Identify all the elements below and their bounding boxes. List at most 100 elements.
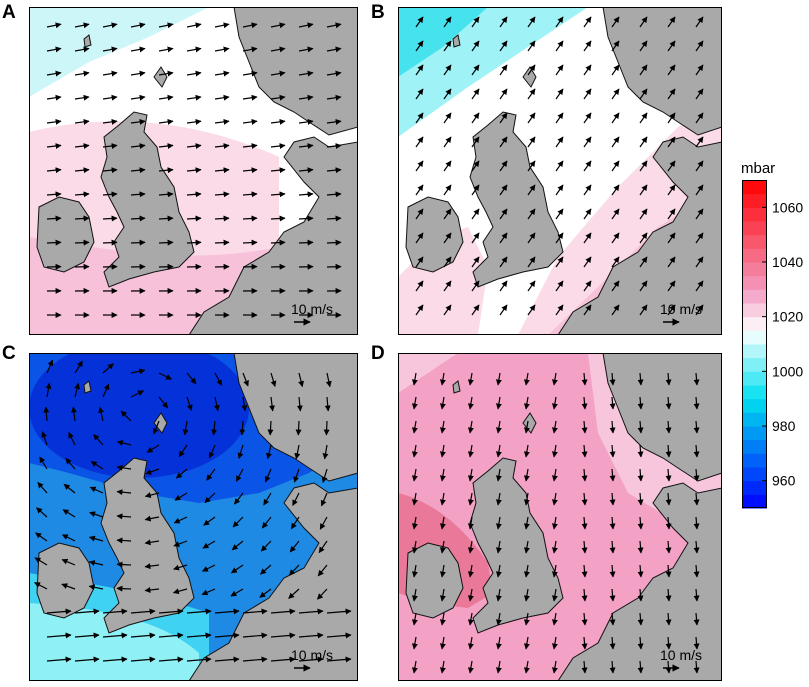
wind-arrow: [214, 191, 230, 198]
wind-arrow: [667, 256, 676, 268]
wind-arrow: [611, 280, 620, 292]
colorbar-tick-label: 980: [772, 418, 796, 434]
colorbar-strip: [742, 467, 767, 482]
wind-arrow: [443, 112, 452, 124]
wind-arrow: [555, 16, 564, 28]
wind-arrow: [695, 112, 704, 124]
wind-arrow: [443, 16, 452, 28]
wind-arrow: [667, 64, 676, 76]
wind-arrow: [214, 118, 230, 125]
wind-arrow: [102, 656, 128, 663]
wind-arrow: [293, 468, 300, 483]
wind-arrow: [495, 396, 502, 410]
wind-arrow: [499, 40, 508, 52]
wind-arrow: [639, 136, 648, 148]
map-frame: [398, 353, 722, 681]
wind-arrow: [693, 564, 700, 578]
wind-arrow: [411, 660, 418, 674]
wind-arrow: [551, 636, 558, 650]
scale-label: 10 m/s: [291, 647, 333, 663]
colorbar-strip: [742, 439, 767, 454]
wind-arrow: [324, 396, 331, 412]
wind-arrow: [551, 588, 558, 602]
wind-arrow: [471, 208, 480, 220]
wind-arrow: [174, 492, 188, 501]
land-mass: [405, 7, 722, 335]
wind-arrow: [102, 46, 118, 53]
wind-arrow: [439, 564, 446, 578]
wind-arrow: [551, 564, 558, 578]
wind-arrow: [639, 232, 648, 244]
map-frame: [398, 7, 722, 335]
wind-arrow: [175, 468, 188, 479]
wind-arrow: [495, 444, 502, 458]
wind-arrow: [214, 22, 230, 29]
wind-arrow: [555, 304, 564, 316]
wind-arrow: [186, 118, 202, 125]
wind-arrow: [695, 88, 704, 100]
wind-arrow: [611, 208, 620, 220]
wind-arrow: [665, 588, 672, 602]
wind-arrow: [639, 304, 648, 316]
colorbar-strip: [742, 193, 767, 208]
wind-arrow: [130, 118, 146, 125]
wind-arrow: [667, 184, 676, 196]
wind-arrow: [695, 64, 704, 76]
wind-arrow: [499, 208, 508, 220]
wind-arrow: [639, 112, 648, 124]
wind-arrow: [270, 191, 286, 198]
wind-arrow: [667, 40, 676, 52]
wind-arrow: [693, 372, 700, 386]
wind-arrow: [144, 515, 160, 522]
wind-arrow: [322, 444, 329, 460]
wind-arrow: [43, 406, 50, 422]
colorbar-strip: [742, 398, 767, 413]
wind-arrow: [242, 143, 258, 149]
wind-arrow: [443, 232, 452, 244]
wind-arrow: [326, 215, 342, 222]
wind-arrow: [46, 118, 62, 125]
map-panel-b: 10 m/s: [398, 7, 722, 335]
wind-arrow: [411, 564, 418, 578]
wind-arrow: [665, 612, 672, 626]
wind-arrow: [270, 167, 286, 174]
wind-arrow: [439, 516, 446, 530]
wind-arrow: [639, 88, 648, 100]
wind-arrow: [231, 540, 244, 551]
wind-arrow: [665, 444, 672, 458]
wind-arrow: [443, 40, 452, 52]
wind-arrow: [130, 608, 156, 615]
wind-arrow: [665, 636, 672, 650]
wind-arrow: [467, 660, 474, 674]
wind-arrow: [320, 492, 328, 507]
wind-arrow: [102, 363, 114, 374]
wind-arrow: [186, 632, 212, 639]
wind-arrow: [237, 444, 244, 459]
wind-arrow: [415, 160, 424, 172]
wind-arrow: [264, 468, 272, 483]
colorbar-strip: [742, 262, 767, 277]
wind-arrow: [471, 40, 480, 52]
panel-letter-a: A: [2, 2, 16, 23]
wind-arrow: [527, 160, 536, 172]
wind-arrow: [439, 372, 446, 386]
wind-arrow: [527, 256, 536, 268]
wind-arrow: [471, 88, 480, 100]
wind-arrow: [172, 588, 188, 595]
wind-arrow: [203, 516, 216, 526]
wind-arrow: [581, 612, 588, 626]
wind-arrow: [609, 540, 616, 554]
wind-arrow: [235, 468, 244, 482]
colorbar-strip: [742, 453, 767, 468]
wind-arrow: [471, 16, 480, 28]
wind-arrow: [639, 40, 648, 52]
wind-arrow: [173, 564, 188, 571]
wind-arrow: [186, 608, 212, 615]
colorbar-strip: [742, 248, 767, 263]
colorbar-ticks: 1060 1040 1020 1000 980 960: [762, 199, 803, 489]
wind-arrow: [667, 112, 676, 124]
wind-arrow: [242, 215, 258, 222]
wind-arrow: [467, 396, 474, 410]
wind-arrow: [611, 16, 620, 28]
wind-arrow: [527, 40, 536, 52]
